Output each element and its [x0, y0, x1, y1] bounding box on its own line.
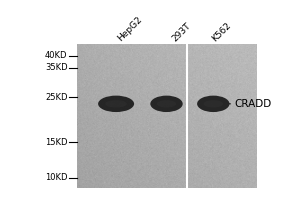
- Text: K562: K562: [210, 20, 232, 43]
- Ellipse shape: [105, 100, 127, 107]
- Text: 293T: 293T: [170, 21, 192, 43]
- Text: 40KD: 40KD: [45, 51, 68, 60]
- Text: 25KD: 25KD: [45, 93, 68, 102]
- Text: 10KD: 10KD: [45, 173, 68, 182]
- Ellipse shape: [150, 96, 183, 112]
- Text: 15KD: 15KD: [45, 138, 68, 147]
- Ellipse shape: [157, 100, 176, 107]
- Text: 35KD: 35KD: [45, 63, 68, 72]
- Text: HepG2: HepG2: [116, 15, 144, 43]
- Text: CRADD: CRADD: [234, 99, 271, 109]
- Ellipse shape: [204, 100, 223, 107]
- Ellipse shape: [197, 96, 230, 112]
- Ellipse shape: [98, 96, 134, 112]
